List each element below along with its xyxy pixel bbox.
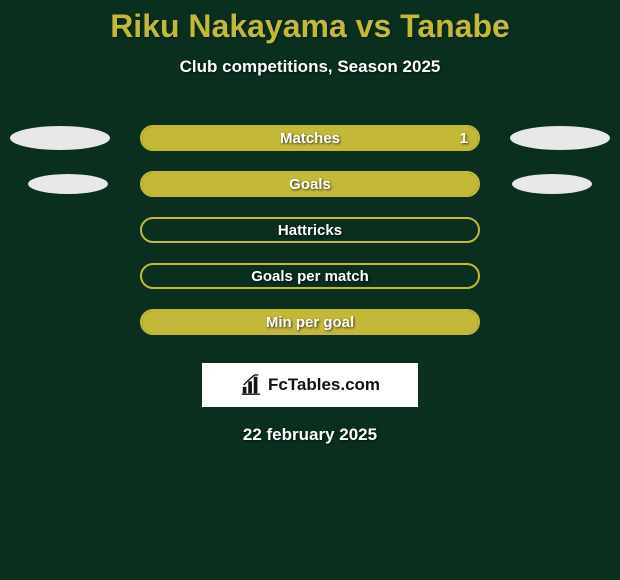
stat-bar-label: Min per goal [266,314,354,331]
logo-box: FcTables.com [202,363,418,407]
stat-bar: Goals [140,171,480,197]
stat-row: Hattricks [0,207,620,253]
logo-text: FcTables.com [268,375,380,395]
stat-bar-value: 1 [460,130,468,147]
stat-bar: Hattricks [140,217,480,243]
ellipse-left [28,174,108,194]
ellipse-right [510,126,610,150]
stat-rows: Matches 1 Goals Hattricks Goals per match Min… [0,115,620,345]
stat-row: Min per goal [0,299,620,345]
page-title: Riku Nakayama vs Tanabe [0,0,620,45]
ellipse-right [512,174,592,194]
stat-bar-label: Matches [280,130,340,147]
page-subtitle: Club competitions, Season 2025 [0,57,620,77]
stat-row: Goals per match [0,253,620,299]
date-text: 22 february 2025 [0,425,620,445]
ellipse-left [10,126,110,150]
bar-chart-icon [240,374,262,396]
stat-row: Goals [0,161,620,207]
stat-bar: Matches 1 [140,125,480,151]
stat-row: Matches 1 [0,115,620,161]
stat-bar-label: Hattricks [278,222,342,239]
stat-bar-label: Goals per match [251,268,369,285]
stat-bar: Min per goal [140,309,480,335]
stat-bar-label: Goals [289,176,331,193]
stat-bar: Goals per match [140,263,480,289]
